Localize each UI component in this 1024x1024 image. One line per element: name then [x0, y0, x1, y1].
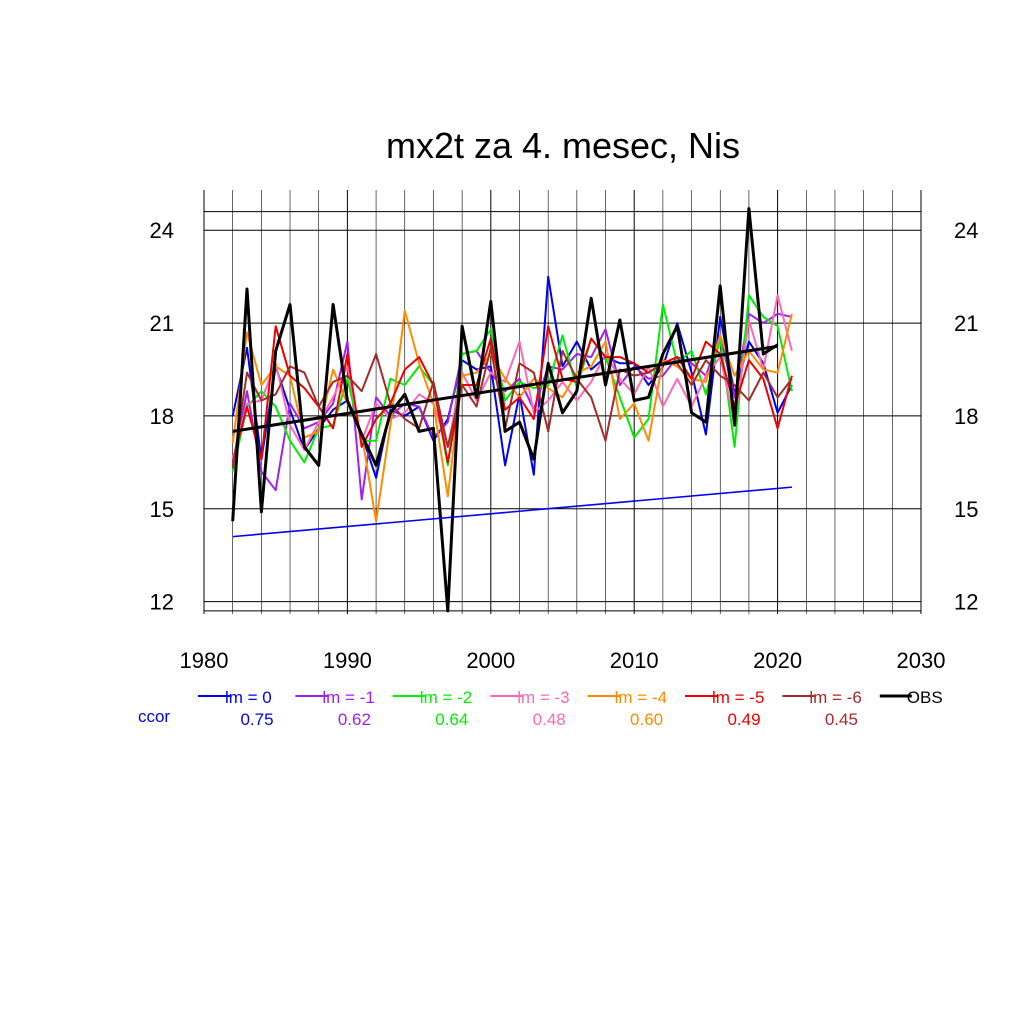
legend-label-2: lm = -2 — [420, 688, 472, 707]
trend-line-0 — [232, 344, 778, 433]
ccor-value-3: 0.48 — [533, 710, 566, 729]
ccor-value-2: 0.64 — [435, 710, 468, 729]
x-tick-label: 1990 — [323, 648, 372, 673]
y-tick-label-right: 15 — [954, 497, 978, 522]
y-tick-label-right: 24 — [954, 218, 978, 243]
ccor-value-5: 0.49 — [727, 710, 760, 729]
legend-label-5: lm = -5 — [712, 688, 764, 707]
y-tick-label-left: 24 — [150, 218, 174, 243]
chart-title: mx2t za 4. mesec, Nis — [386, 125, 740, 166]
y-tick-label-right: 18 — [954, 404, 978, 429]
y-tick-label-left: 12 — [150, 590, 174, 615]
x-tick-label: 2030 — [897, 648, 946, 673]
x-tick-label: 2010 — [610, 648, 659, 673]
ccor-value-0: 0.75 — [240, 710, 273, 729]
ccor-value-6: 0.45 — [825, 710, 858, 729]
series-line-7 — [231, 207, 779, 613]
trend-line-1 — [232, 486, 793, 538]
legend: lm = 0 0.75 lm = -1 0.62 lm = -2 0.64 lm = -3 0… — [138, 688, 943, 729]
y-tick-label-left: 15 — [150, 497, 174, 522]
legend-label-1: lm = -1 — [322, 688, 374, 707]
y-tick-label-left: 21 — [150, 311, 174, 336]
legend-label-6: lm = -6 — [809, 688, 861, 707]
ccor-label: ccor — [138, 707, 170, 726]
legend-label-3: lm = -3 — [517, 688, 569, 707]
series-group — [231, 207, 793, 613]
legend-label-0: lm = 0 — [225, 688, 272, 707]
x-tick-label: 1980 — [180, 648, 229, 673]
y-tick-label-right: 12 — [954, 590, 978, 615]
ccor-value-4: 0.60 — [630, 710, 663, 729]
x-tick-label: 2000 — [466, 648, 515, 673]
y-tick-label-right: 21 — [954, 311, 978, 336]
series-line-3 — [231, 294, 793, 460]
axes: 1980 1990 2000 2010 2020 2030 12 12 15 15 18 18 21 21… — [150, 218, 979, 673]
y-tick-label-left: 18 — [150, 404, 174, 429]
x-tick-label: 2020 — [753, 648, 802, 673]
legend-label-7: OBS — [907, 688, 943, 707]
legend-label-4: lm = -4 — [615, 688, 667, 707]
ccor-value-1: 0.62 — [338, 710, 371, 729]
